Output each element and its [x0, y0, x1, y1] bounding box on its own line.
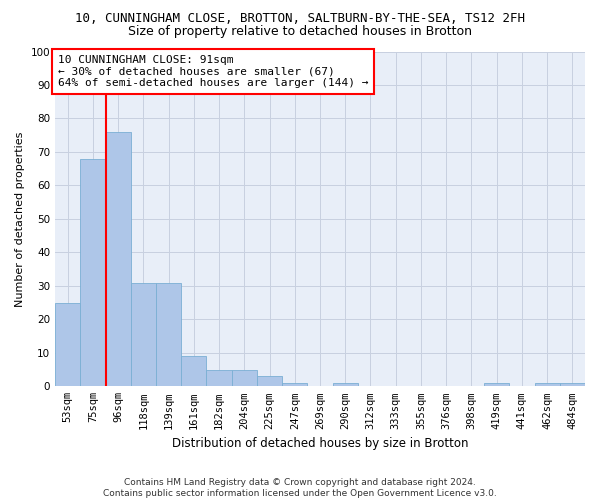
Bar: [560, 383, 585, 386]
Bar: [257, 376, 282, 386]
Bar: [332, 383, 358, 386]
Bar: [156, 282, 181, 387]
Text: Contains HM Land Registry data © Crown copyright and database right 2024.
Contai: Contains HM Land Registry data © Crown c…: [103, 478, 497, 498]
Bar: [282, 383, 307, 386]
Text: Size of property relative to detached houses in Brotton: Size of property relative to detached ho…: [128, 25, 472, 38]
Bar: [535, 383, 560, 386]
X-axis label: Distribution of detached houses by size in Brotton: Distribution of detached houses by size …: [172, 437, 468, 450]
Bar: [206, 370, 232, 386]
Y-axis label: Number of detached properties: Number of detached properties: [15, 131, 25, 306]
Bar: [55, 302, 80, 386]
Text: 10, CUNNINGHAM CLOSE, BROTTON, SALTBURN-BY-THE-SEA, TS12 2FH: 10, CUNNINGHAM CLOSE, BROTTON, SALTBURN-…: [75, 12, 525, 26]
Bar: [181, 356, 206, 386]
Text: 10 CUNNINGHAM CLOSE: 91sqm
← 30% of detached houses are smaller (67)
64% of semi: 10 CUNNINGHAM CLOSE: 91sqm ← 30% of deta…: [58, 55, 368, 88]
Bar: [131, 282, 156, 387]
Bar: [106, 132, 131, 386]
Bar: [484, 383, 509, 386]
Bar: [232, 370, 257, 386]
Bar: [80, 158, 106, 386]
